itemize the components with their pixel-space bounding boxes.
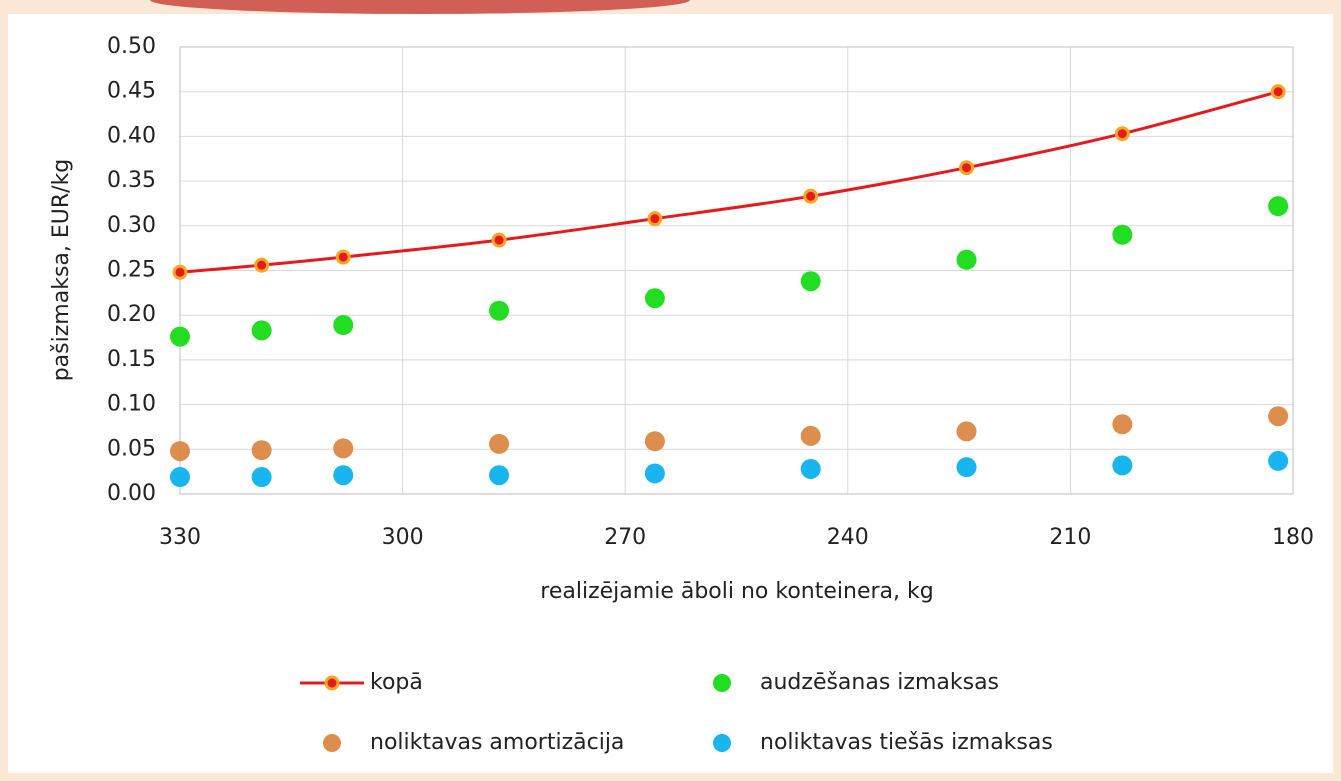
chart: pašizmaksa, EUR/kg realizējamie āboli no… [0, 0, 1341, 781]
marker [333, 315, 353, 335]
marker [1112, 225, 1132, 245]
marker [957, 421, 977, 441]
marker [961, 162, 973, 174]
marker [170, 467, 190, 487]
legend-marker [713, 674, 731, 692]
marker [333, 438, 353, 458]
marker [1268, 196, 1288, 216]
x-tick-label: 330 [159, 525, 201, 550]
y-tick-label: 0.25 [107, 258, 156, 283]
marker [801, 271, 821, 291]
marker [489, 301, 509, 321]
marker [337, 251, 349, 263]
page: {"chart_data": {"type": "scatter", "x_la… [0, 0, 1341, 781]
marker [489, 465, 509, 485]
legend-marker [713, 734, 731, 752]
marker [1116, 128, 1128, 140]
marker [801, 459, 821, 479]
marker [1272, 86, 1284, 98]
legend-marker [323, 734, 341, 752]
marker [645, 288, 665, 308]
marker [801, 426, 821, 446]
y-tick-label: 0.10 [107, 392, 156, 417]
y-axis-title: pašizmaksa, EUR/kg [49, 159, 74, 382]
y-tick-label: 0.00 [107, 481, 156, 506]
x-axis-title: realizējamie āboli no konteinera, kg [540, 579, 933, 604]
marker [805, 190, 817, 202]
y-tick-label: 0.15 [107, 347, 156, 372]
marker [256, 259, 268, 271]
marker [957, 457, 977, 477]
legend-label: noliktavas amortizācija [370, 730, 624, 755]
y-tick-label: 0.40 [107, 123, 156, 148]
x-tick-label: 270 [604, 525, 646, 550]
legend-marker [326, 677, 338, 689]
y-tick-label: 0.05 [107, 436, 156, 461]
y-tick-label: 0.50 [107, 34, 156, 59]
x-tick-label: 300 [382, 525, 424, 550]
marker [489, 434, 509, 454]
y-tick-label: 0.30 [107, 213, 156, 238]
marker [493, 234, 505, 246]
marker [170, 441, 190, 461]
panel [8, 14, 1333, 773]
y-tick-label: 0.20 [107, 302, 156, 327]
y-tick-label: 0.35 [107, 168, 156, 193]
legend-label: audzēšanas izmaksas [760, 670, 999, 695]
y-tick-label: 0.45 [107, 79, 156, 104]
marker [333, 465, 353, 485]
marker [645, 431, 665, 451]
x-tick-label: 210 [1049, 525, 1091, 550]
marker [1268, 451, 1288, 471]
marker [252, 467, 272, 487]
legend-label: noliktavas tiešās izmaksas [760, 730, 1053, 755]
marker [1112, 414, 1132, 434]
x-tick-label: 180 [1272, 525, 1314, 550]
marker [252, 440, 272, 460]
marker [649, 213, 661, 225]
x-tick-label: 240 [827, 525, 869, 550]
legend-label: kopā [370, 670, 423, 695]
marker [174, 266, 186, 278]
marker [1112, 455, 1132, 475]
marker [252, 320, 272, 340]
marker [170, 327, 190, 347]
marker [1268, 406, 1288, 426]
marker [645, 463, 665, 483]
marker [957, 250, 977, 270]
